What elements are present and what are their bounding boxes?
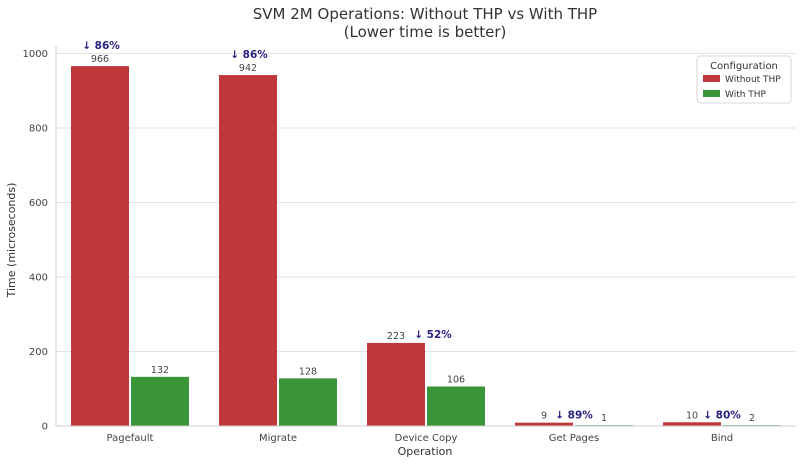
x-axis-label: Operation (398, 445, 453, 458)
value-label-migrate-with-thp: 128 (299, 366, 317, 377)
value-label-bind-with-thp: 2 (749, 413, 755, 424)
bar-labels: 966 132 ↓ 86% 942 128 ↓ 86% 223 106 ↓ 52% 9 1 ↓ 89%… (82, 40, 755, 424)
legend-swatch-with-thp (703, 90, 720, 97)
x-tick-label-get-pages: Get Pages (549, 433, 599, 444)
y-tick-label-0: 0 (42, 422, 48, 433)
x-tick-label-device-copy: Device Copy (395, 433, 458, 444)
improvement-label-migrate: ↓ 86% (230, 49, 268, 61)
improvement-label-pagefault: ↓ 86% (82, 40, 120, 52)
legend-label-without-thp: Without THP (725, 75, 781, 85)
x-tick-label-pagefault: Pagefault (107, 433, 154, 444)
bar-device-copy-without-thp (367, 342, 425, 426)
bar-pagefault-without-thp (71, 66, 129, 426)
value-label-device-copy-with-thp: 106 (447, 375, 465, 386)
y-tick-label-1000: 1000 (23, 49, 48, 60)
bar-bind-without-thp (663, 422, 721, 426)
x-tick-label-bind: Bind (711, 433, 733, 444)
axes: 0 200 400 600 800 1000 Pagefault Migrate Device … (23, 46, 796, 444)
y-tick-label-400: 400 (29, 272, 48, 283)
bar-pagefault-with-thp (131, 376, 189, 426)
bar-migrate-without-thp (219, 75, 277, 426)
bar-migrate-with-thp (279, 378, 337, 426)
chart-title: SVM 2M Operations: Without THP vs With T… (253, 5, 597, 23)
value-label-get-pages-with-thp: 1 (601, 413, 607, 424)
value-label-pagefault-without-thp: 966 (91, 54, 109, 65)
legend: Configuration Without THP With THP (696, 55, 792, 104)
x-tick-label-migrate: Migrate (259, 433, 297, 444)
value-label-bind-without-thp: 10 (686, 410, 698, 421)
value-label-migrate-without-thp: 942 (239, 63, 257, 74)
legend-label-with-thp: With THP (725, 90, 767, 100)
y-tick-label-800: 800 (29, 123, 48, 134)
improvement-label-get-pages: ↓ 89% (555, 410, 593, 422)
y-tick-label-600: 600 (29, 198, 48, 209)
chart-subtitle: (Lower time is better) (344, 23, 507, 41)
y-tick-label-200: 200 (29, 347, 48, 358)
bar-get-pages-without-thp (515, 422, 573, 426)
y-axis-label: Time (microseconds) (5, 183, 18, 299)
bars (71, 66, 781, 426)
value-label-device-copy-without-thp: 223 (387, 331, 405, 342)
legend-swatch-without-thp (703, 75, 720, 82)
legend-box (696, 55, 792, 104)
bar-device-copy-with-thp (427, 386, 485, 426)
value-label-pagefault-with-thp: 132 (151, 365, 169, 376)
value-label-get-pages-without-thp: 9 (541, 411, 547, 422)
legend-title: Configuration (710, 61, 778, 72)
improvement-label-bind: ↓ 80% (703, 409, 741, 421)
improvement-label-device-copy: ↓ 52% (414, 329, 452, 341)
